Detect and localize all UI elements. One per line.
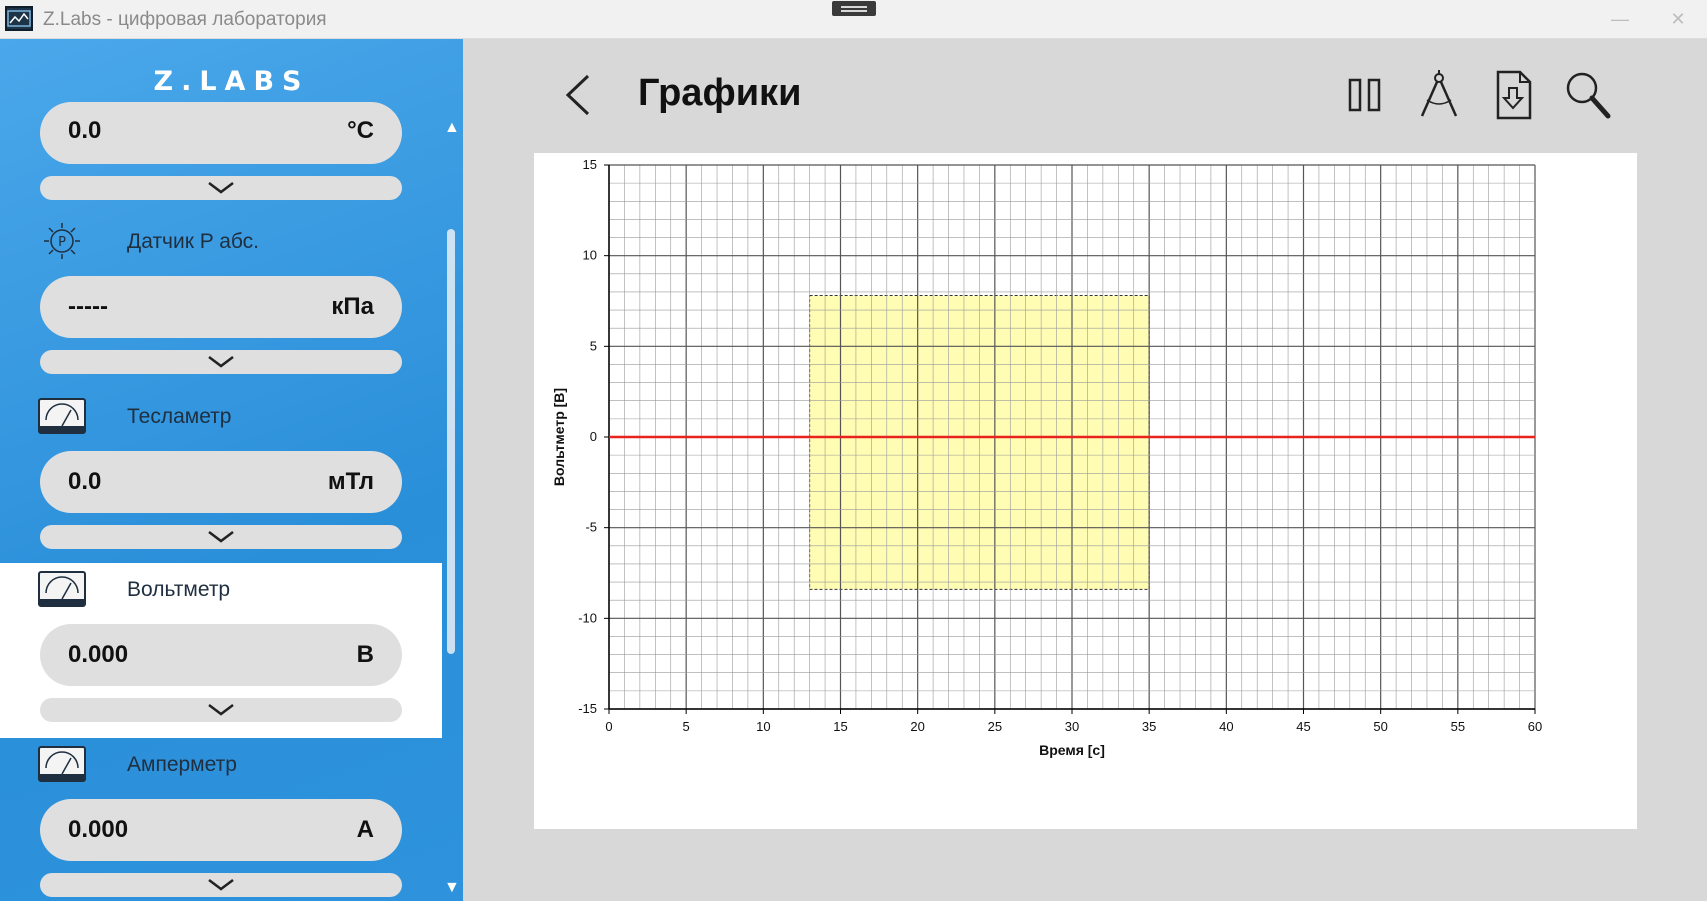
x-tick-label: 60 xyxy=(1528,719,1542,734)
expand-button-teslameter[interactable] xyxy=(40,525,402,549)
chevron-down-icon xyxy=(208,879,234,891)
expand-button-voltmeter[interactable] xyxy=(40,698,402,722)
value-text: 0.0 xyxy=(68,117,102,144)
sensor-value-voltmeter[interactable]: 0.000 В xyxy=(40,624,402,686)
voltmeter-icon xyxy=(38,571,86,607)
x-tick-label: 20 xyxy=(910,719,924,734)
unit-text: А xyxy=(356,816,374,843)
expand-button-pressure[interactable] xyxy=(40,350,402,374)
y-tick-label: 5 xyxy=(590,338,597,353)
expand-button-temperature[interactable] xyxy=(40,176,402,200)
x-tick-label: 0 xyxy=(605,719,612,734)
sensor-card-ammeter[interactable]: Амперметр 0.000 А xyxy=(0,738,442,901)
chevron-down-icon xyxy=(208,704,234,716)
svg-text:P: P xyxy=(58,235,66,250)
sidebar-scrollbar[interactable] xyxy=(447,229,455,654)
voltage-time-chart[interactable]: 0 5 10 15 20 25 30 35 40 45 50 55 60 -15 -10 -5 0 5 10 15 В… xyxy=(534,153,1637,829)
x-tick-label: 40 xyxy=(1219,719,1233,734)
unit-text: °C xyxy=(347,117,374,144)
chevron-down-icon xyxy=(208,531,234,543)
x-tick-label: 35 xyxy=(1142,719,1156,734)
unit-text: мТл xyxy=(327,468,374,495)
y-tick-label: 15 xyxy=(583,157,597,172)
sensor-name: Датчик P абс. xyxy=(127,230,260,253)
y-tick-label: -10 xyxy=(578,610,597,625)
sensor-name: Вольтметр xyxy=(127,578,231,601)
page-title: Графики xyxy=(638,72,802,114)
sensor-header: Вольтметр xyxy=(0,563,442,615)
y-tick-label: -5 xyxy=(585,520,597,535)
sensor-name: Тесламетр xyxy=(127,405,232,428)
chevron-down-icon xyxy=(208,356,234,368)
export-file-icon[interactable] xyxy=(1488,68,1538,122)
sensor-card-voltmeter[interactable]: Вольтметр 0.000 В xyxy=(0,563,442,738)
y-tick-label: 0 xyxy=(590,429,597,444)
gauge-icon xyxy=(38,398,86,434)
y-axis-label: Вольтметр [В] xyxy=(551,388,567,486)
sensor-sidebar: Z.LABS ▲ ▼ 0.0 °C P Датчик P абс. --- xyxy=(0,39,463,901)
x-tick-label: 15 xyxy=(833,719,847,734)
x-tick-label: 30 xyxy=(1065,719,1079,734)
sensor-header: P Датчик P абс. xyxy=(0,215,442,267)
value-text: 0.0 xyxy=(68,468,102,495)
sensor-header: Амперметр xyxy=(0,738,442,790)
pause-icon[interactable] xyxy=(1340,68,1390,122)
scroll-up-arrow[interactable]: ▲ xyxy=(444,119,460,136)
value-text: ----- xyxy=(68,293,108,320)
x-tick-label: 55 xyxy=(1451,719,1465,734)
back-arrow-icon[interactable] xyxy=(560,70,596,120)
sensor-value-pressure[interactable]: ----- кПа xyxy=(40,276,402,338)
unit-text: кПа xyxy=(331,293,374,320)
expand-button-ammeter[interactable] xyxy=(40,873,402,897)
x-tick-label: 50 xyxy=(1373,719,1387,734)
sensor-card-teslameter[interactable]: Тесламетр 0.0 мТл xyxy=(0,390,442,565)
chart-ticks: 0 5 10 15 20 25 30 35 40 45 50 55 60 -15 -10 -5 0 5 10 15 xyxy=(578,157,1542,734)
compass-icon[interactable] xyxy=(1414,68,1464,122)
minimize-button[interactable]: — xyxy=(1611,9,1629,29)
unit-text: В xyxy=(356,641,374,668)
x-tick-label: 5 xyxy=(683,719,690,734)
close-button[interactable]: ✕ xyxy=(1670,9,1686,29)
chevron-down-icon xyxy=(208,182,234,194)
sensor-card-pressure[interactable]: P Датчик P абс. ----- кПа xyxy=(0,215,442,390)
x-axis-label: Время [с] xyxy=(1039,742,1105,758)
x-tick-label: 10 xyxy=(756,719,770,734)
drag-handle[interactable] xyxy=(832,1,876,16)
title-bar: Z.Labs - цифровая лаборатория — ✕ xyxy=(0,0,1707,39)
x-tick-label: 25 xyxy=(988,719,1002,734)
sensor-name: Амперметр xyxy=(127,753,237,776)
window-title: Z.Labs - цифровая лаборатория xyxy=(43,9,327,30)
sensor-header: Тесламетр xyxy=(0,390,442,442)
chart-panel[interactable]: 0 5 10 15 20 25 30 35 40 45 50 55 60 -15 -10 -5 0 5 10 15 В… xyxy=(534,153,1637,829)
app-icon xyxy=(5,6,33,31)
value-text: 0.000 xyxy=(68,816,129,843)
y-tick-label: -15 xyxy=(578,701,597,716)
sensor-value-ammeter[interactable]: 0.000 А xyxy=(40,799,402,861)
value-text: 0.000 xyxy=(68,641,129,668)
y-tick-label: 10 xyxy=(583,248,597,263)
sensor-value-temperature[interactable]: 0.0 °C xyxy=(40,102,402,164)
ammeter-icon xyxy=(38,746,86,782)
search-zoom-icon[interactable] xyxy=(1562,68,1612,122)
sensor-value-teslameter[interactable]: 0.0 мТл xyxy=(40,451,402,513)
zlabs-logo: Z.LABS xyxy=(153,66,310,97)
x-tick-label: 45 xyxy=(1296,719,1310,734)
scroll-down-arrow[interactable]: ▼ xyxy=(444,879,460,896)
pressure-sensor-icon: P xyxy=(44,223,80,259)
